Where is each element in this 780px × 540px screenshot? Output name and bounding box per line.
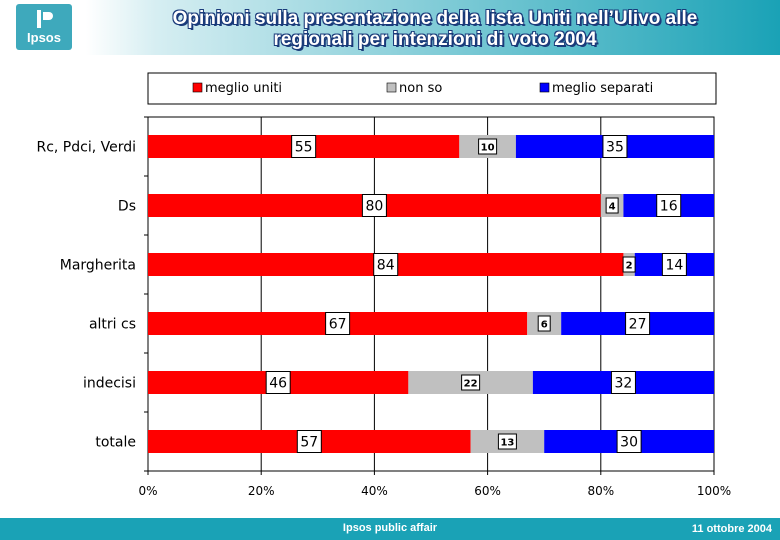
data-label-box [291, 135, 317, 158]
legend-label: non so [399, 81, 442, 96]
data-label: 55 [295, 140, 313, 156]
data-label-box [661, 253, 687, 276]
x-tick-label: 40% [361, 484, 388, 498]
data-label-box [296, 430, 322, 453]
ipsos-logo: Ipsos [16, 4, 72, 50]
footer-date: 11 ottobre 2004 [691, 523, 772, 535]
data-label: 14 [665, 258, 683, 274]
data-label: 27 [629, 317, 647, 333]
title-line-2: regionali per intenzioni di voto 2004 [273, 29, 597, 50]
data-label: 30 [620, 435, 638, 451]
data-label: 4 [609, 202, 616, 213]
data-label: 57 [300, 435, 318, 451]
legend-swatch [192, 82, 203, 93]
page-title: Opinioni sulla presentazione della lista… [95, 8, 775, 50]
data-label: 67 [329, 317, 347, 333]
ipsos-logo-icon [37, 10, 53, 28]
data-label: 16 [660, 199, 678, 215]
data-label-box [325, 312, 351, 335]
legend-swatch [386, 82, 397, 93]
data-label: 80 [365, 199, 383, 215]
data-label-box [265, 371, 291, 394]
category-label: Ds [118, 199, 136, 215]
data-label-box [497, 433, 517, 450]
logo-text: Ipsos [27, 30, 61, 45]
data-label-box [616, 430, 642, 453]
data-label-box [478, 138, 498, 155]
data-label: 22 [464, 379, 478, 390]
data-label: 10 [481, 143, 495, 154]
data-label: 6 [541, 320, 548, 331]
footer-bar: Ipsos public affair 11 ottobre 2004 [0, 518, 780, 540]
data-label-box [361, 194, 387, 217]
x-tick-label: 80% [587, 484, 614, 498]
data-label: 2 [626, 261, 633, 272]
data-label-box [461, 374, 481, 391]
data-label-box [610, 371, 636, 394]
data-labels: 55 10 35 80 4 16 84 2 14 67 6 27 46 22 32 57 13 30 [265, 135, 687, 453]
data-label: 13 [500, 438, 514, 449]
data-label: 32 [615, 376, 633, 392]
category-label: Margherita [60, 258, 136, 274]
x-tick-label: 100% [697, 484, 731, 498]
category-label: Rc, Pdci, Verdi [36, 140, 136, 156]
category-label: totale [95, 435, 136, 451]
data-label-box [373, 253, 399, 276]
category-label: altri cs [89, 317, 136, 333]
data-label-box [625, 312, 651, 335]
axes: Rc, Pdci, Verdi Ds Margherita altri cs indec… [36, 116, 731, 498]
legend-label: meglio uniti [205, 81, 282, 96]
data-label: 84 [377, 258, 395, 274]
data-label-box [656, 194, 682, 217]
legend-swatch [539, 82, 550, 93]
header-bar: Ipsos Opinioni sulla presentazione della… [0, 0, 780, 55]
legend-label: meglio separati [552, 81, 653, 96]
data-label-box [537, 315, 551, 332]
grid [147, 116, 715, 472]
data-label-box [622, 256, 636, 273]
data-label: 35 [606, 140, 624, 156]
x-tick-label: 0% [138, 484, 157, 498]
x-tick-label: 20% [248, 484, 275, 498]
legend: meglio uniti non so meglio separati [147, 72, 717, 105]
data-label-box [602, 135, 628, 158]
x-tick-label: 60% [474, 484, 501, 498]
stacked-bar-chart: meglio uniti non so meglio separati Rc, Pd… [36, 72, 731, 498]
title-line-1: Opinioni sulla presentazione della lista… [172, 8, 698, 29]
data-label-box [605, 197, 619, 214]
category-label: indecisi [83, 376, 136, 392]
plot-area [147, 116, 715, 472]
legend-box [147, 72, 717, 105]
footer-center-text: Ipsos public affair [342, 522, 438, 534]
data-label: 46 [269, 376, 287, 392]
